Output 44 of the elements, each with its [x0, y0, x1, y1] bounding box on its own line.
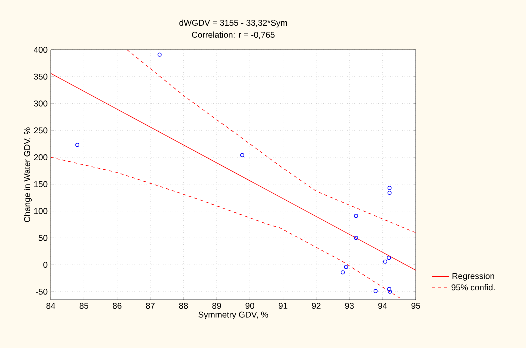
y-tick-label: 50	[38, 235, 48, 242]
line-series	[127, 50, 416, 234]
y-tick-label: -50	[36, 288, 48, 295]
legend-label: Regression	[452, 273, 494, 281]
point	[387, 287, 392, 292]
y-tick-label: 0	[44, 262, 48, 268]
x-tick-label: 85	[80, 303, 89, 310]
point	[354, 236, 358, 240]
line-series	[51, 157, 404, 300]
y-tick-label: 300	[34, 100, 48, 107]
x-tick-label: 92	[312, 303, 321, 310]
x-axis-title: Symmetry GDV, %	[198, 312, 268, 320]
point	[388, 191, 392, 196]
point	[388, 186, 392, 190]
point	[383, 260, 388, 264]
point	[388, 290, 392, 294]
point	[374, 289, 378, 294]
point	[240, 153, 244, 158]
x-tick-label: 89	[212, 303, 222, 310]
y-tick-label: 200	[34, 154, 48, 161]
point	[387, 256, 392, 260]
x-tick-label: 84	[46, 303, 56, 310]
x-tick-label: 95	[412, 303, 420, 310]
x-tick-label: 94	[378, 303, 388, 310]
y-tick-label: 250	[34, 128, 48, 134]
x-tick-label: 88	[179, 303, 188, 310]
y-tick-label: 400	[34, 47, 48, 53]
x-tick-label: 86	[113, 303, 122, 310]
x-tick-label: 91	[278, 303, 288, 310]
y-tick-label: 100	[34, 208, 48, 214]
y-tick-label: 150	[34, 181, 48, 188]
x-tick-label: 93	[345, 303, 354, 310]
y-axis-title: Change in Water GDV, %	[24, 128, 32, 222]
point	[341, 270, 346, 275]
point	[158, 52, 162, 57]
chart-title: dWGDV = 3155 - 33,32*Sym	[180, 20, 288, 28]
x-tick-label: 87	[146, 303, 155, 310]
point	[76, 143, 80, 148]
point	[344, 265, 348, 270]
legend-label: 95% confid.	[452, 284, 495, 291]
y-tick-label: 350	[34, 74, 48, 80]
point	[354, 214, 358, 218]
x-tick-label: 90	[246, 303, 254, 310]
chart-subtitle: Correlation: r = -0,765	[192, 32, 275, 39]
